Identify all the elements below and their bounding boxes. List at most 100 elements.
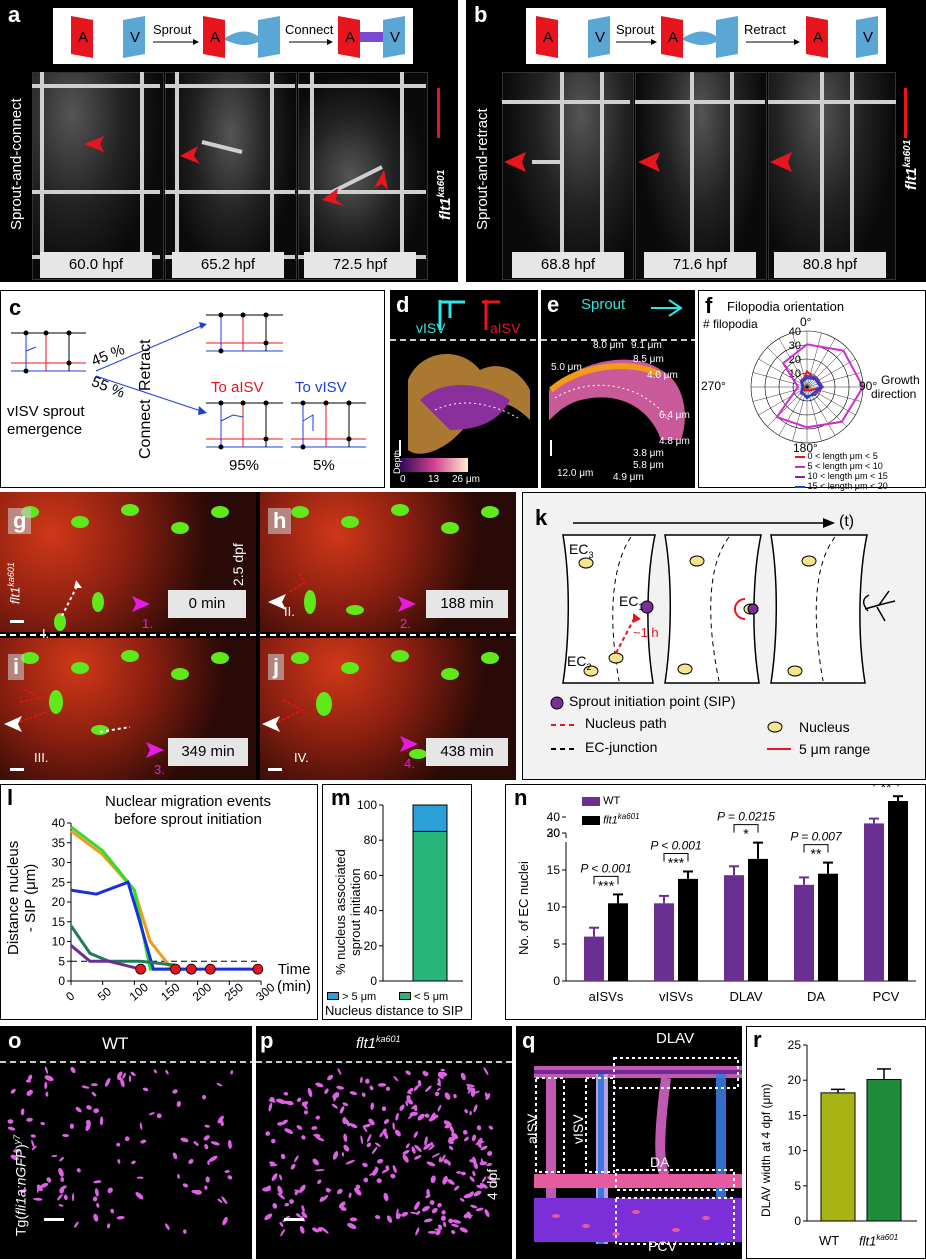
nucleus-dot <box>107 1187 113 1194</box>
y-tick-label: 0 <box>370 974 377 988</box>
nucleus-dot <box>484 1209 490 1218</box>
nucleus-dot <box>116 1215 125 1220</box>
y-tick-label: 40 <box>364 904 378 918</box>
nucleus-dot <box>30 1134 36 1138</box>
nucleus-dot <box>20 1188 27 1193</box>
sip-point <box>185 963 197 975</box>
deg270-label: 270° <box>701 379 726 393</box>
scale-bar <box>44 1218 64 1221</box>
nucleus-dot <box>430 1141 434 1146</box>
nucleus-dot <box>315 1136 325 1142</box>
nucleus-dot <box>395 1208 399 1219</box>
panel-label: q <box>522 1028 536 1053</box>
nucleus-dot <box>7 1119 14 1124</box>
legend-sip: Sprout initiation point (SIP) <box>569 693 736 709</box>
nucleus-dot <box>284 1203 290 1207</box>
timestamp: 72.5 hpf <box>304 252 416 278</box>
nucleus-dot <box>406 1098 413 1105</box>
nucleus-dot <box>413 1155 422 1160</box>
vessel-overlay <box>32 72 426 278</box>
nucleus-dot <box>349 1217 358 1222</box>
nucleus-dot <box>379 1132 384 1138</box>
nucleus-dot <box>177 1174 180 1179</box>
panel-label: b <box>474 2 488 27</box>
x-tick-label: 300 <box>253 980 278 1004</box>
nucleus-dot <box>473 1161 478 1170</box>
nucleus-dot <box>355 1184 361 1189</box>
nucleus-dot <box>383 1118 390 1125</box>
nucleus-dot <box>106 1223 111 1229</box>
vessel-schematic <box>534 1057 742 1245</box>
nucleus-dot <box>268 1102 273 1112</box>
x-tick-label: WT <box>819 1233 840 1248</box>
nucleus-dot <box>136 1176 144 1179</box>
nucleus-dot <box>222 1216 228 1226</box>
svg-text:V: V <box>390 29 400 46</box>
nucleus-dot <box>426 1188 430 1197</box>
nucleus-dot <box>44 1066 49 1074</box>
radial-tick: 20 <box>789 354 801 366</box>
nucleus-dot <box>153 1069 157 1074</box>
retract-label: Retract <box>744 22 786 37</box>
nucleus-dot <box>390 1173 396 1179</box>
nucleus-dot <box>464 1109 469 1114</box>
nucleus-dot <box>393 1076 399 1082</box>
timestamp: 60.0 hpf <box>40 252 152 278</box>
nucleus-dot <box>204 1144 209 1150</box>
nucleus-dot <box>208 1155 218 1162</box>
bar-segment-gt <box>412 804 448 832</box>
nucleus-dot <box>221 1196 228 1205</box>
nucleus-dot <box>428 1114 438 1122</box>
nucleus-dot <box>430 1175 436 1184</box>
nucleus-dot <box>334 1092 340 1098</box>
nucleus-dot <box>366 1133 372 1143</box>
nucleus-dot <box>431 1207 438 1214</box>
panel-q: q DLAV aISV vISV DA PCV <box>516 1026 742 1259</box>
sprout-render <box>541 299 695 456</box>
nucleus-dot <box>440 1154 446 1163</box>
significance-bracket <box>593 875 619 885</box>
nucleus-dot <box>485 1093 491 1100</box>
measure-label: 6.4 μm <box>659 410 690 421</box>
nucleus-dot <box>426 1161 436 1167</box>
nucleus-dot <box>202 1094 207 1100</box>
scale-bar <box>904 88 907 138</box>
y-tick-label: 60 <box>364 868 378 882</box>
nucleus-dot <box>437 1224 443 1229</box>
nucleus-dot <box>442 1175 448 1185</box>
polar-spoke <box>758 386 808 416</box>
nucleus-dot <box>193 1141 199 1146</box>
nucleus-dot <box>93 1180 102 1184</box>
nucleus-dot <box>411 1146 416 1154</box>
nucleus-dot <box>75 1106 82 1113</box>
nucleus-dot <box>399 1104 405 1111</box>
nucleus-dot <box>188 1158 194 1165</box>
timestamp: 68.8 hpf <box>512 252 624 278</box>
nucleus-dot <box>434 1091 440 1097</box>
panel-n: n No. of EC nuclei 0 5 10 15 20 30 40 *** P < 0.… <box>505 784 926 1020</box>
panel-label: l <box>7 785 14 810</box>
depth-tick: 0 <box>400 474 406 485</box>
growth-label: Growth <box>881 373 920 387</box>
nucleus-dot <box>473 1190 482 1197</box>
nucleus-dot <box>142 1087 149 1092</box>
polar-series <box>801 376 822 400</box>
legend-item: 15 < length μm < 20 <box>795 481 888 491</box>
nucleus-dot <box>436 1083 442 1087</box>
arrowhead <box>84 136 104 152</box>
panel-k: k (t) EC3 EC1 EC2 ~1 h S <box>522 492 926 780</box>
x-tick-label: vISVs <box>659 989 693 1004</box>
legend: 0 < length μm < 5 5 < length μm < 10 10 … <box>795 451 888 491</box>
nucleus-dot <box>381 1106 387 1112</box>
y-tick-label: 15 <box>547 863 561 877</box>
sprout-label: Sprout <box>581 296 626 313</box>
x-tick-label: DLAV <box>730 989 763 1004</box>
nucleus-dot <box>139 1122 143 1131</box>
nucleus-dot <box>290 1163 296 1170</box>
panel-label: c <box>9 295 22 320</box>
gene-label: flt1ka601 <box>356 1034 401 1052</box>
vein-shape <box>123 16 145 58</box>
nucleus-dot <box>362 1123 371 1128</box>
nucleus-dot <box>479 1182 488 1189</box>
sprout-num: 4. <box>404 756 415 771</box>
